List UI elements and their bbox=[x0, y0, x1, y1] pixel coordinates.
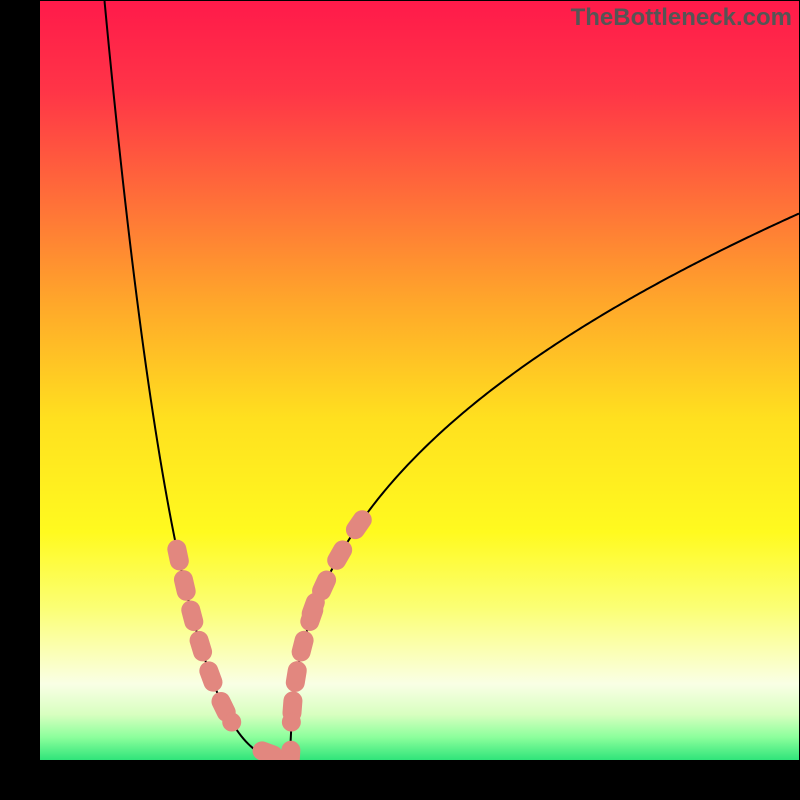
marker-right-end bbox=[282, 713, 300, 731]
gradient-background bbox=[40, 1, 799, 760]
watermark-text: TheBottleneck.com bbox=[571, 4, 792, 32]
plot-area bbox=[40, 1, 799, 760]
plot-svg bbox=[40, 1, 799, 760]
chart-frame: TheBottleneck.com bbox=[0, 0, 800, 800]
marker-left-end bbox=[223, 713, 241, 731]
